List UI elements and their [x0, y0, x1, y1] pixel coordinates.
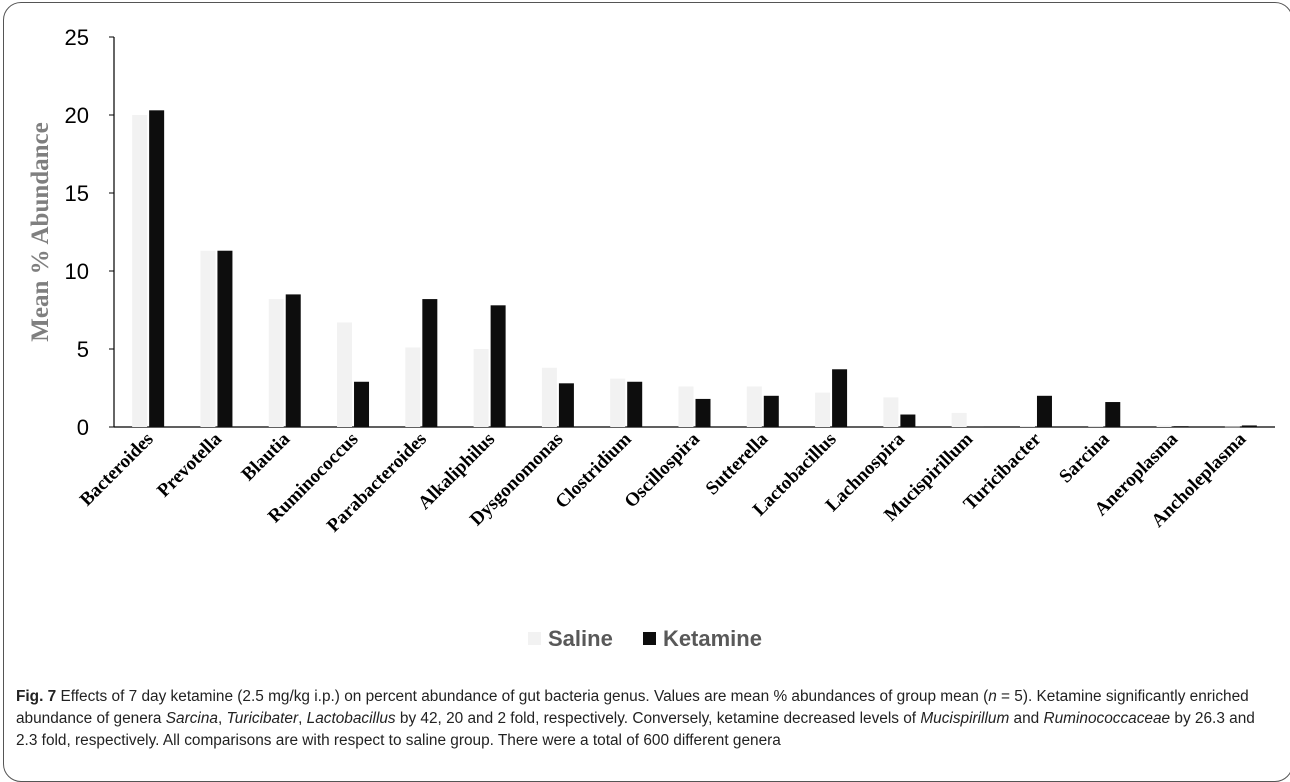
bar-saline-lachnospira	[883, 397, 899, 427]
x-tick-label: Sutterella	[702, 428, 773, 499]
bar-ketamine-mucispirillum	[968, 426, 984, 428]
caption-italic-text: Sarcina	[165, 710, 218, 727]
caption-italic-text: n	[988, 688, 997, 705]
bar-saline-parabacteroides	[405, 347, 421, 427]
x-tick-label: Blautia	[238, 428, 295, 485]
legend: Saline Ketamine	[0, 625, 1290, 652]
x-tick-label: Prevotella	[153, 428, 226, 501]
y-tick-label: 20	[65, 103, 89, 128]
y-tick-label: 15	[65, 181, 89, 206]
y-axis-label: Mean % Abundance	[27, 122, 54, 341]
bar-saline-dysgonomonas	[541, 367, 557, 427]
bar-saline-turicibacter	[1019, 426, 1035, 427]
y-tick-label: 25	[65, 25, 89, 50]
bar-ketamine-sutterella	[763, 395, 779, 427]
caption-italic-text: Lactobacillus	[306, 710, 396, 727]
bar-saline-sarcina	[1088, 426, 1104, 427]
bar-saline-oscillospira	[678, 386, 694, 427]
bar-saline-aneroplasma	[1156, 425, 1172, 427]
y-tick-label: 0	[77, 415, 89, 440]
bar-ketamine-ruminococcus	[354, 381, 370, 427]
bar-ketamine-parabacteroides	[422, 299, 438, 427]
legend-label-ketamine: Ketamine	[662, 625, 762, 651]
caption-text: by 42, 20 and 2 fold, respectively. Conv…	[395, 710, 921, 727]
caption-italic-text: Mucispirillum	[920, 710, 1010, 727]
bar-saline-sutterella	[746, 386, 762, 427]
bar-saline-mucispirillum	[951, 412, 967, 427]
bar-ketamine-dysgonomonas	[558, 383, 574, 427]
figure-label: Fig. 7	[16, 688, 57, 705]
caption-text: ,	[217, 710, 227, 727]
bar-saline-lactobacillus	[815, 392, 831, 427]
bar-ketamine-sarcina	[1105, 402, 1121, 427]
figure-caption: Fig. 7 Effects of 7 day ketamine (2.5 mg…	[16, 686, 1278, 752]
bar-saline-ancholeplasma	[1224, 426, 1240, 428]
x-tick-label: Bacteroides	[76, 429, 158, 511]
bar-ketamine-alkaliphilus	[490, 305, 506, 427]
caption-italic-text: Turicibater	[226, 710, 299, 727]
bar-ketamine-lachnospira	[900, 414, 916, 427]
caption-text: and	[1009, 710, 1044, 727]
y-tick-label: 10	[65, 259, 89, 284]
bars	[132, 110, 1257, 428]
bar-saline-alkaliphilus	[473, 349, 489, 427]
bar-saline-ruminococcus	[337, 322, 353, 427]
bar-saline-prevotella	[200, 250, 216, 427]
bar-saline-clostridium	[610, 378, 626, 427]
bar-ketamine-lactobacillus	[832, 369, 848, 427]
caption-text: ,	[298, 710, 307, 727]
legend-label-saline: Saline	[548, 625, 613, 651]
bar-saline-blautia	[268, 299, 284, 427]
bar-ketamine-turicibacter	[1036, 395, 1052, 427]
caption-italic-text: Ruminococcaceae	[1043, 710, 1171, 727]
caption-text: Effects of 7 day ketamine (2.5 mg/kg i.p…	[56, 688, 989, 705]
caption-text: by 26.3 and 2.3 fold, respectively. All …	[16, 710, 1255, 749]
bar-ketamine-oscillospira	[695, 398, 711, 427]
legend-item-saline: Saline	[528, 626, 613, 652]
x-tick-label: Sarcina	[1055, 428, 1114, 487]
bar-ketamine-clostridium	[627, 381, 643, 427]
legend-swatch-ketamine	[642, 632, 656, 645]
bar-ketamine-prevotella	[217, 250, 233, 427]
legend-swatch-saline	[528, 632, 541, 645]
y-axis: 0 5 10 15 20 25	[65, 25, 1275, 440]
bar-ketamine-blautia	[285, 294, 301, 427]
bar-ketamine-bacteroides	[149, 110, 165, 427]
bar-ketamine-ancholeplasma	[1241, 425, 1257, 427]
caption-text: = 5). Ketamine significantly enriched ab…	[16, 688, 1249, 727]
legend-item-ketamine: Ketamine	[642, 625, 762, 652]
y-tick-label: 5	[77, 337, 89, 362]
bar-saline-bacteroides	[132, 115, 148, 427]
bar-ketamine-aneroplasma	[1173, 426, 1189, 427]
